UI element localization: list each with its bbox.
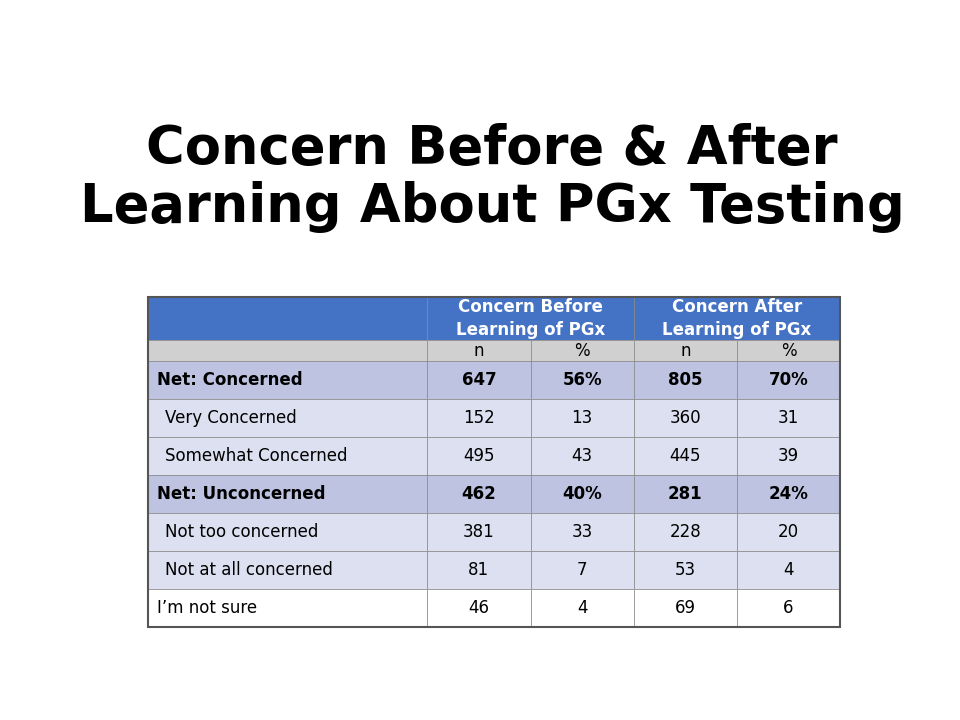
Bar — [737, 437, 840, 475]
Text: 281: 281 — [668, 485, 703, 503]
Bar — [148, 589, 427, 627]
Text: 56%: 56% — [563, 372, 602, 390]
Text: 46: 46 — [468, 599, 490, 617]
Text: Net: Unconcerned: Net: Unconcerned — [157, 485, 325, 503]
Bar — [148, 513, 427, 551]
Bar — [531, 589, 634, 627]
Text: 70%: 70% — [769, 372, 808, 390]
Text: 24%: 24% — [769, 485, 808, 503]
Bar — [634, 400, 737, 437]
Text: 53: 53 — [675, 561, 696, 579]
Text: Not at all concerned: Not at all concerned — [165, 561, 332, 579]
Bar — [531, 361, 634, 400]
Bar — [427, 297, 634, 340]
Bar — [427, 340, 531, 361]
Bar — [531, 551, 634, 589]
Bar — [148, 475, 427, 513]
Bar — [634, 513, 737, 551]
Bar — [531, 340, 634, 361]
Bar — [148, 297, 427, 340]
Bar — [148, 400, 427, 437]
Text: 647: 647 — [462, 372, 496, 390]
Bar — [531, 400, 634, 437]
Bar — [148, 297, 840, 627]
Text: 20: 20 — [778, 523, 799, 541]
Text: 31: 31 — [778, 409, 800, 427]
Text: Net: Concerned: Net: Concerned — [157, 372, 302, 390]
Text: %: % — [574, 342, 590, 360]
Bar — [148, 437, 427, 475]
Bar — [427, 513, 531, 551]
Text: 13: 13 — [571, 409, 592, 427]
Text: 495: 495 — [463, 447, 494, 465]
Text: n: n — [473, 342, 484, 360]
Bar — [148, 340, 427, 361]
Text: Very Concerned: Very Concerned — [165, 409, 297, 427]
Text: 6: 6 — [783, 599, 794, 617]
Bar — [148, 551, 427, 589]
Text: I’m not sure: I’m not sure — [157, 599, 257, 617]
Bar — [634, 340, 737, 361]
Text: %: % — [780, 342, 797, 360]
Text: Concern After
Learning of PGx: Concern After Learning of PGx — [662, 298, 811, 338]
Bar — [427, 589, 531, 627]
Text: 39: 39 — [778, 447, 799, 465]
Bar — [148, 361, 427, 400]
Text: 33: 33 — [571, 523, 592, 541]
Bar — [737, 340, 840, 361]
Bar — [531, 513, 634, 551]
Bar — [634, 551, 737, 589]
Bar — [531, 475, 634, 513]
Bar — [737, 361, 840, 400]
Bar — [634, 437, 737, 475]
Bar — [737, 589, 840, 627]
Text: 462: 462 — [462, 485, 496, 503]
Text: Somewhat Concerned: Somewhat Concerned — [165, 447, 348, 465]
Bar — [737, 551, 840, 589]
Text: 360: 360 — [669, 409, 701, 427]
Text: 40%: 40% — [563, 485, 602, 503]
Bar — [427, 437, 531, 475]
Bar — [531, 437, 634, 475]
Text: 7: 7 — [577, 561, 588, 579]
Text: 381: 381 — [463, 523, 494, 541]
Bar — [634, 297, 840, 340]
Text: 228: 228 — [669, 523, 701, 541]
Bar — [737, 513, 840, 551]
Bar — [634, 475, 737, 513]
Text: n: n — [680, 342, 690, 360]
Text: 69: 69 — [675, 599, 696, 617]
Bar — [634, 589, 737, 627]
Text: 4: 4 — [783, 561, 794, 579]
Bar — [427, 551, 531, 589]
Text: 152: 152 — [463, 409, 494, 427]
Bar — [427, 475, 531, 513]
Bar — [427, 361, 531, 400]
Text: 4: 4 — [577, 599, 588, 617]
Text: Concern Before
Learning of PGx: Concern Before Learning of PGx — [456, 298, 605, 338]
Text: 81: 81 — [468, 561, 490, 579]
Text: Not too concerned: Not too concerned — [165, 523, 318, 541]
Bar — [737, 475, 840, 513]
Bar — [427, 400, 531, 437]
Bar — [634, 361, 737, 400]
Bar — [737, 400, 840, 437]
Text: Concern Before & After
Learning About PGx Testing: Concern Before & After Learning About PG… — [80, 123, 904, 233]
Text: 43: 43 — [571, 447, 592, 465]
Text: 805: 805 — [668, 372, 703, 390]
Text: 445: 445 — [669, 447, 701, 465]
